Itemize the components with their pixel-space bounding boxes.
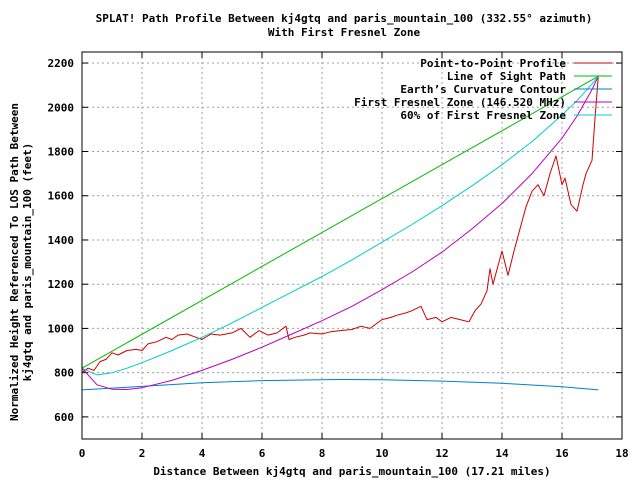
x-axis-label: Distance Between kj4gtq and paris_mounta… [153,465,550,478]
chart-subtitle: With First Fresnel Zone [268,26,421,39]
legend-label-point-to-point-profile: Point-to-Point Profile [420,57,566,70]
y-tick-label: 600 [54,411,74,424]
x-tick-label: 16 [555,447,569,460]
series-line-point-to-point-profile [81,76,599,374]
series-lines [81,75,599,391]
x-tick-label: 14 [495,447,509,460]
grid [82,52,622,439]
series-line-first-fresnel-zone-146-520-mhz [81,76,599,390]
legend-label-60-of-first-fresnel-zone: 60% of First Fresnel Zone [400,109,566,122]
x-tick-label: 12 [435,447,448,460]
chart-title: SPLAT! Path Profile Between kj4gtq and p… [96,12,593,25]
axis-ticks: 0 2 4 6 8 10 12 14 16 18 600 800 1000 1200 1400 1600 180… [48,52,629,460]
y-tick-label: 1400 [48,234,75,247]
series-line-line-of-sight-path [81,75,599,369]
series-line-earth-s-curvature-contour [81,379,599,391]
y-tick-label: 2000 [48,101,75,114]
plot-frame [81,51,623,440]
legend-label-line-of-sight-path: Line of Sight Path [447,70,566,83]
y-tick-label: 1800 [48,146,75,159]
y-axis-label-line1: Normalized Height Referenced To LOS Path… [8,103,21,421]
y-tick-label: 1000 [48,322,75,335]
y-tick-label: 1600 [48,190,75,203]
y-tick-label: 1200 [48,278,75,291]
legend-label-earth-s-curvature-contour: Earth’s Curvature Contour [400,83,566,96]
x-tick-label: 4 [199,447,206,460]
x-tick-label: 2 [139,447,146,460]
x-tick-label: 8 [319,447,326,460]
y-axis-label-line2: kj4gtq and paris_mountain_100 (feet) [21,143,34,381]
y-tick-label: 2200 [48,57,75,70]
x-tick-label: 10 [375,447,388,460]
y-tick-label: 800 [54,367,74,380]
x-tick-label: 6 [259,447,266,460]
series-line-60-of-first-fresnel-zone [81,75,599,376]
x-tick-label: 0 [79,447,86,460]
x-tick-label: 18 [615,447,628,460]
legend-label-first-fresnel-zone-146-520-mhz: First Fresnel Zone (146.520 MHz) [354,96,566,109]
